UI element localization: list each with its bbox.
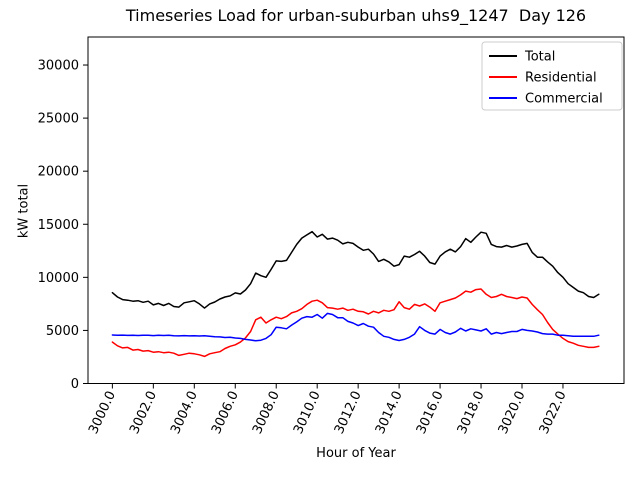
x-tick-label: 3002.0 [127,389,160,437]
x-tick-label: 3008.0 [250,389,283,437]
x-tick-label: 3016.0 [414,389,447,437]
x-tick-label: 3010.0 [291,389,324,437]
y-tick-label: 0 [71,377,79,392]
y-tick-label: 5000 [46,324,79,339]
x-tick-label: 3000.0 [86,389,119,437]
y-tick-label: 25000 [38,112,79,127]
chart-title: Timeseries Load for urban-suburban uhs9_… [125,6,587,25]
legend-label-commercial: Commercial [525,92,603,107]
x-tick-label: 3012.0 [332,389,365,437]
axes-frame [87,36,625,384]
y-tick-label: 20000 [38,165,79,180]
x-tick-label: 3018.0 [455,389,488,437]
x-tick-label: 3022.0 [537,389,570,437]
x-tick-label: 3014.0 [373,389,406,437]
x-tick-label: 3020.0 [496,389,529,437]
series-line-total [111,230,600,309]
y-tick-label: 15000 [38,218,79,233]
x-axis-label: Hour of Year [316,446,396,461]
x-tick-label: 3004.0 [168,389,201,437]
y-tick-label: 10000 [38,271,79,286]
series-line-commercial [111,312,600,342]
y-tick-label: 30000 [38,59,79,74]
legend-box [481,41,623,111]
y-axis-label: kW total [16,183,32,239]
legend-label-residential: Residential [525,71,597,86]
legend-label-total: Total [524,50,555,65]
x-tick-label: 3006.0 [209,389,242,437]
series-line-residential [111,288,600,358]
